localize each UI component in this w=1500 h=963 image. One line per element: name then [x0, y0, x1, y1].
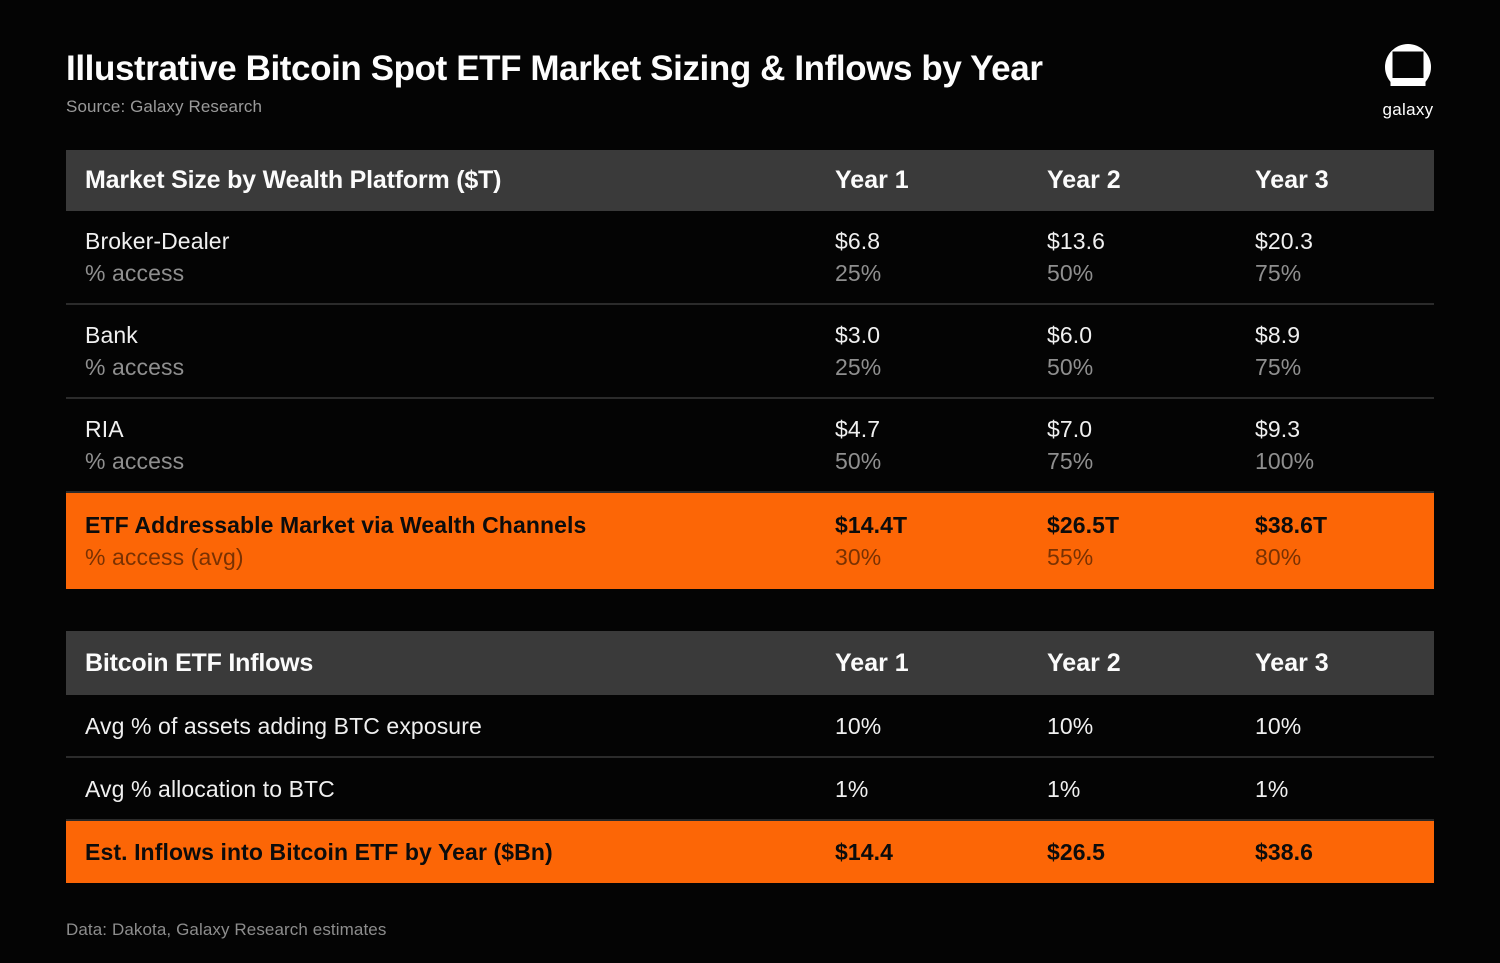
column-header-year-1: Year 1: [835, 648, 909, 677]
value-year-1: $6.8: [835, 228, 881, 254]
value-year-3: 10%: [1255, 712, 1302, 739]
table-title: Bitcoin ETF Inflows: [85, 648, 314, 677]
subvalue-year-2: 75%: [1047, 448, 1094, 474]
column-header-year-2: Year 2: [1047, 648, 1121, 677]
value-year-2: $26.5: [1047, 839, 1106, 865]
row-est-inflows: Est. Inflows into Bitcoin ETF by Year ($…: [66, 821, 1434, 883]
value-year-3: $20.3: [1255, 228, 1314, 254]
value-year-3: $9.3: [1255, 416, 1301, 442]
value-year-1: 10%: [835, 712, 882, 739]
row-label: Est. Inflows into Bitcoin ETF by Year ($…: [85, 839, 553, 865]
row-ria: RIA % access $4.7 50% $7.0 75% $9.3 100%: [66, 399, 1434, 493]
source-label: Source: Galaxy Research: [66, 97, 262, 116]
row-label: ETF Addressable Market via Wealth Channe…: [85, 512, 587, 538]
data-attribution: Data: Dakota, Galaxy Research estimates: [66, 920, 387, 939]
value-year-2: $6.0: [1047, 322, 1093, 348]
inflows-table-header: Bitcoin ETF Inflows Year 1 Year 2 Year 3: [66, 631, 1434, 695]
value-year-3: $8.9: [1255, 322, 1301, 348]
subvalue-year-3: 100%: [1255, 448, 1315, 474]
row-sublabel: % access: [85, 260, 185, 286]
column-header-year-1: Year 1: [835, 166, 909, 194]
row-sublabel: % access: [85, 354, 185, 380]
value-year-2: $13.6: [1047, 228, 1106, 254]
row-avg-allocation-btc: Avg % allocation to BTC 1% 1% 1%: [66, 758, 1434, 821]
row-label: Broker-Dealer: [85, 228, 230, 254]
column-header-year-2: Year 2: [1047, 166, 1121, 194]
subvalue-year-2: 50%: [1047, 260, 1094, 286]
value-year-2: 10%: [1047, 712, 1094, 739]
row-etf-addressable-market: ETF Addressable Market via Wealth Channe…: [66, 493, 1434, 589]
value-year-1: $3.0: [835, 322, 881, 348]
value-year-2: $26.5T: [1047, 512, 1120, 538]
row-label: RIA: [85, 416, 124, 442]
row-avg-assets-btc-exposure: Avg % of assets adding BTC exposure 10% …: [66, 695, 1434, 758]
inflows-table: Bitcoin ETF Inflows Year 1 Year 2 Year 3…: [66, 631, 1434, 883]
value-year-1: 1%: [835, 775, 869, 802]
subvalue-year-2: 55%: [1047, 544, 1094, 570]
value-year-2: $7.0: [1047, 416, 1093, 442]
subvalue-year-3: 75%: [1255, 354, 1302, 380]
table-title: Market Size by Wealth Platform ($T): [85, 166, 502, 194]
column-header-year-3: Year 3: [1255, 166, 1329, 194]
row-label: Avg % of assets adding BTC exposure: [85, 712, 482, 739]
row-label: Bank: [85, 322, 138, 348]
value-year-1: $14.4T: [835, 512, 908, 538]
subvalue-year-1: 25%: [835, 260, 882, 286]
page-title: Illustrative Bitcoin Spot ETF Market Siz…: [66, 49, 1043, 88]
row-sublabel: % access (avg): [85, 544, 244, 570]
value-year-2: 1%: [1047, 775, 1081, 802]
subvalue-year-1: 30%: [835, 544, 882, 570]
subvalue-year-1: 25%: [835, 354, 882, 380]
market-size-table: Market Size by Wealth Platform ($T) Year…: [66, 150, 1434, 589]
row-sublabel: % access: [85, 448, 185, 474]
row-broker-dealer: Broker-Dealer % access $6.8 25% $13.6 50…: [66, 211, 1434, 305]
value-year-3: 1%: [1255, 775, 1289, 802]
row-bank: Bank % access $3.0 25% $6.0 50% $8.9 75%: [66, 305, 1434, 399]
subvalue-year-1: 50%: [835, 448, 882, 474]
market-size-table-header: Market Size by Wealth Platform ($T) Year…: [66, 150, 1434, 211]
subvalue-year-3: 75%: [1255, 260, 1302, 286]
galaxy-logo-icon: [1383, 44, 1433, 92]
row-label: Avg % allocation to BTC: [85, 775, 335, 802]
brand-wordmark: galaxy: [1382, 100, 1434, 119]
column-header-year-3: Year 3: [1255, 648, 1329, 677]
subvalue-year-3: 80%: [1255, 544, 1302, 570]
value-year-3: $38.6: [1255, 839, 1314, 865]
value-year-1: $14.4: [835, 839, 894, 865]
subvalue-year-2: 50%: [1047, 354, 1094, 380]
value-year-3: $38.6T: [1255, 512, 1328, 538]
brand-block: galaxy: [1376, 44, 1440, 120]
value-year-1: $4.7: [835, 416, 881, 442]
